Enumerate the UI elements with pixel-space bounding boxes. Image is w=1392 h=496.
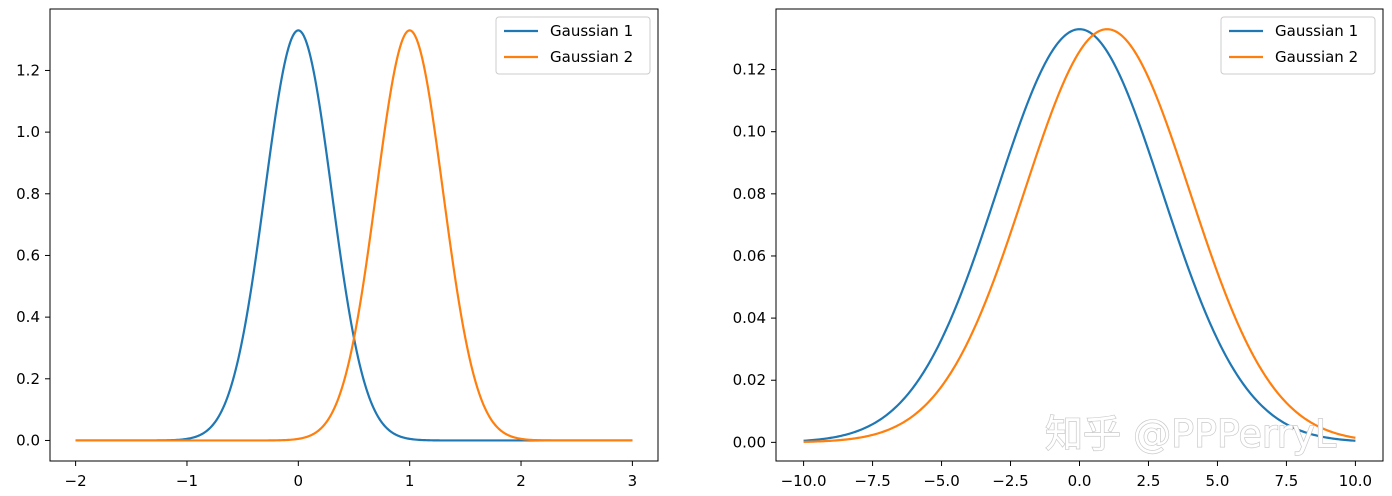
series-line-1 <box>803 28 1356 442</box>
y-tick-label: 0.04 <box>733 309 766 327</box>
y-tick-label: 0.00 <box>733 433 766 451</box>
x-tick-label: 5.0 <box>1206 472 1230 490</box>
x-tick-label: 2.5 <box>1137 472 1161 490</box>
axes-frame <box>775 8 1384 462</box>
legend-label-1: Gaussian 1 <box>550 22 633 40</box>
right-gaussian-chart: −10.0 −7.5 −5.0 −2.5 0.0 2.5 5.0 7.5 10.0 0.00 0.0… <box>733 8 1384 490</box>
series-line-1 <box>75 29 633 442</box>
x-tick-label: −5.0 <box>923 472 959 490</box>
legend-label-2: Gaussian 2 <box>550 48 633 66</box>
x-tick-label: −7.5 <box>854 472 890 490</box>
y-tick-label: 0.0 <box>16 431 40 449</box>
x-tick-label: −2 <box>65 472 87 490</box>
y-tick-label: 0.12 <box>733 61 766 79</box>
x-tick-label: −1 <box>176 472 198 490</box>
x-tick-label: 0 <box>294 472 304 490</box>
y-tick-label: 0.2 <box>16 370 40 388</box>
y-tick-label: 0.8 <box>16 185 40 203</box>
x-tick-label: −10.0 <box>781 472 827 490</box>
x-tick-label: 2 <box>516 472 526 490</box>
y-tick-label: 0.02 <box>733 371 766 389</box>
legend: Gaussian 1 Gaussian 2 <box>495 16 651 75</box>
y-tick-label: 0.6 <box>16 246 40 264</box>
y-tick-label: 1.2 <box>16 61 40 79</box>
legend-label-2: Gaussian 2 <box>1275 48 1358 66</box>
legend-label-1: Gaussian 1 <box>1275 22 1358 40</box>
x-tick-label: 10.0 <box>1339 472 1372 490</box>
y-tick-label: 0.4 <box>16 308 40 326</box>
axes-frame <box>49 8 659 462</box>
x-tick-label: 7.5 <box>1275 472 1299 490</box>
x-tick-label: −2.5 <box>992 472 1028 490</box>
y-tick-label: 0.06 <box>733 247 766 265</box>
y-tick-label: 0.08 <box>733 185 766 203</box>
x-tick-label: 0.0 <box>1068 472 1092 490</box>
series-line-2 <box>75 29 633 442</box>
x-tick-label: 1 <box>405 472 415 490</box>
y-tick-label: 0.10 <box>733 123 766 141</box>
legend: Gaussian 1 Gaussian 2 <box>1220 16 1376 75</box>
y-tick-label: 1.0 <box>16 123 40 141</box>
series-line-2 <box>803 28 1356 443</box>
watermark-text: 知乎 @PPPerryL <box>1045 412 1336 456</box>
x-tick-label: 3 <box>628 472 638 490</box>
